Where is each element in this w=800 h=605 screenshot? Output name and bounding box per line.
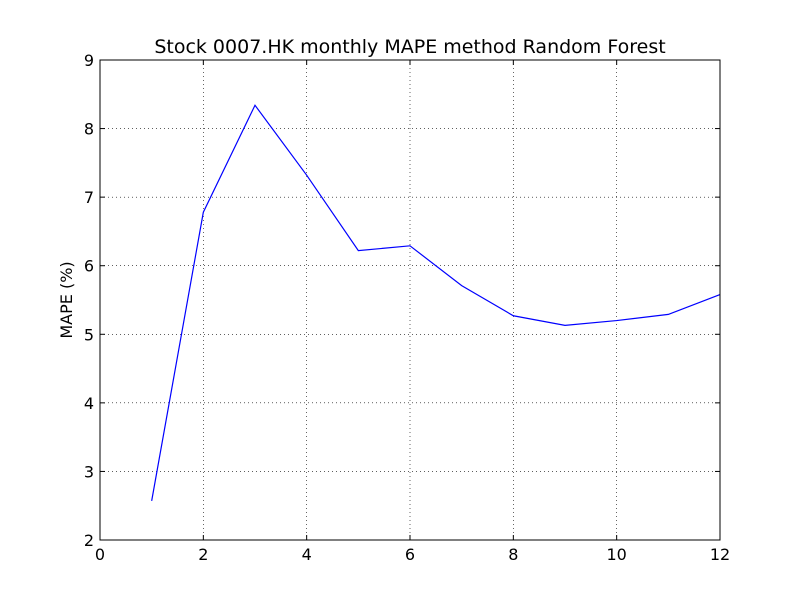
y-tick-label: 3 [84, 462, 94, 481]
series-line [151, 104, 721, 502]
y-tick-label: 6 [84, 257, 94, 276]
x-tick-label: 0 [95, 545, 105, 564]
series-layer [151, 104, 721, 502]
y-tick-label: 8 [84, 120, 94, 139]
x-tick-label: 12 [710, 545, 730, 564]
x-tick-label: 8 [508, 545, 518, 564]
y-tick-label: 7 [84, 188, 94, 207]
x-tick-label: 10 [606, 545, 626, 564]
x-tick-label: 6 [405, 545, 415, 564]
chart-title: Stock 0007.HK monthly MAPE method Random… [154, 36, 665, 58]
y-tick-label: 9 [84, 51, 94, 70]
y-tick-label: 5 [84, 325, 94, 344]
y-tick-label: 4 [84, 394, 94, 413]
gridlines [100, 60, 720, 540]
x-tick-label: 2 [198, 545, 208, 564]
x-tick-label: 4 [302, 545, 312, 564]
y-tick-label: 2 [84, 531, 94, 550]
y-axis-label: MAPE (%) [57, 261, 76, 338]
